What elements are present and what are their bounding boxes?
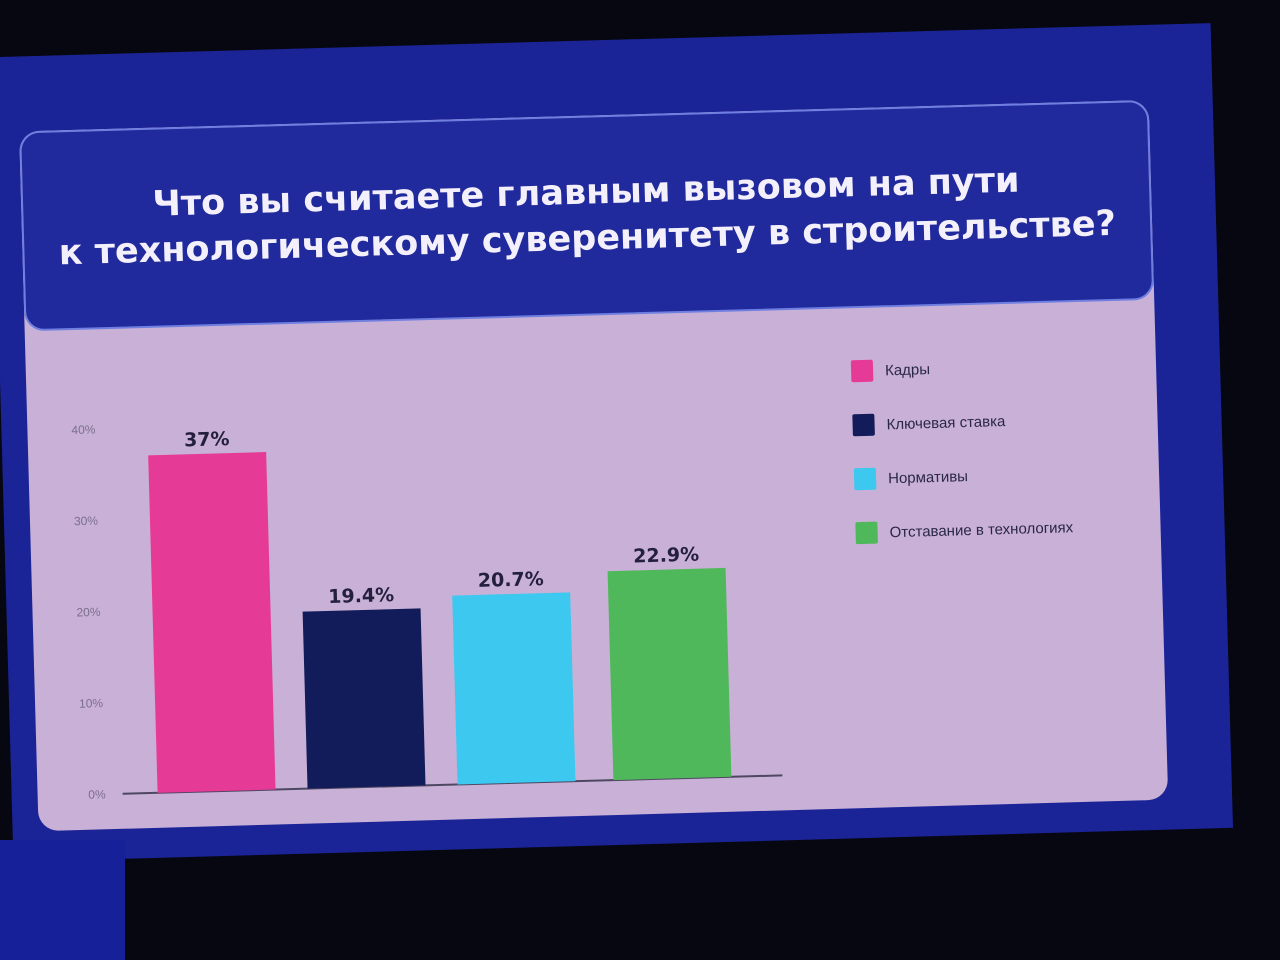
slide-card: Что вы считаете главным вызовом на пути … xyxy=(19,99,1169,832)
legend-swatch xyxy=(853,467,877,491)
y-tick-label: 20% xyxy=(76,605,101,620)
legend-swatch xyxy=(850,359,874,383)
bar-3 xyxy=(452,592,576,785)
legend-item: Отставание в технологиях xyxy=(855,514,1073,546)
y-tick-label: 40% xyxy=(71,422,96,437)
bar-1 xyxy=(148,452,276,793)
legend-label: Кадры xyxy=(884,360,931,379)
bar-value-label: 20.7% xyxy=(478,568,545,592)
bar-value-label: 19.4% xyxy=(328,584,395,608)
bar-2 xyxy=(302,608,426,789)
legend-swatch xyxy=(855,521,878,545)
legend-swatch xyxy=(852,413,875,437)
legend-label: Нормативы xyxy=(887,467,969,487)
chart-legend: Кадры Ключевая ставка Нормативы Отставание … xyxy=(850,352,1075,574)
y-tick-label: 10% xyxy=(79,696,104,711)
legend-label: Отставание в технологиях xyxy=(889,518,1074,541)
bar-value-label: 22.9% xyxy=(633,544,700,568)
legend-label: Ключевая ставка xyxy=(886,412,1006,433)
legend-item: Ключевая ставка xyxy=(852,406,1070,438)
bar-4 xyxy=(607,567,732,781)
y-tick-label: 0% xyxy=(88,787,106,801)
bar-value-label: 37% xyxy=(184,428,230,451)
lower-screen-edge xyxy=(0,840,125,960)
y-tick-label: 30% xyxy=(74,514,99,529)
bar-chart: 0% 10% 20% 30% 40% 37% 19.4% 20.7% 22.9% xyxy=(71,422,783,802)
legend-item: Кадры xyxy=(850,352,1069,384)
legend-item: Нормативы xyxy=(853,460,1072,492)
projection-screen: Что вы считаете главным вызовом на пути … xyxy=(0,23,1234,862)
